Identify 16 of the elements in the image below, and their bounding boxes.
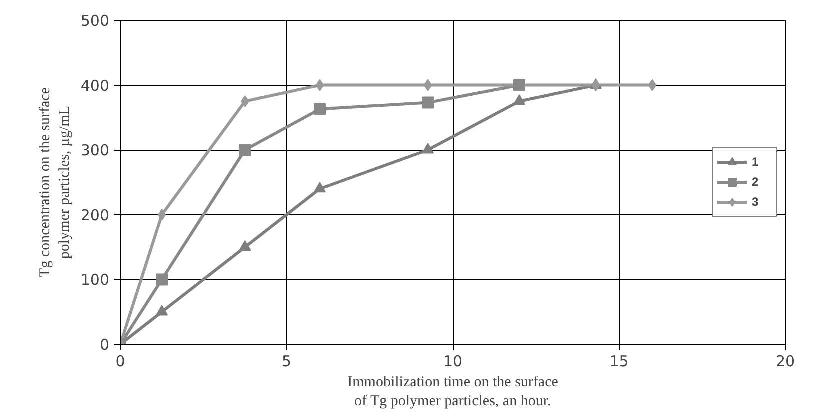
y-axis-title: Tg concentration on the surface polymer particles, µg/mL <box>38 87 73 278</box>
y-tick-label: 400 <box>80 76 110 95</box>
y-tick-label: 100 <box>80 271 110 290</box>
x-axis-title: Immobilization time on the surface of Tg polymer particles, an hour. <box>348 374 559 410</box>
x-tick-label: 5 <box>282 352 292 370</box>
x-tick-label: 20 <box>776 352 796 370</box>
x-tick-label: 15 <box>610 352 629 370</box>
x-tick-label: 0 <box>116 352 126 370</box>
x-tick-label: 10 <box>443 352 463 370</box>
y-tick-label: 0 <box>100 336 110 354</box>
y-tick-label: 500 <box>80 12 110 30</box>
legend-label: 1 <box>752 155 760 169</box>
y-tick-label: 200 <box>80 206 110 224</box>
legend-label: 3 <box>752 195 760 209</box>
y-tick-label: 300 <box>80 142 110 160</box>
legend-label: 2 <box>752 175 760 189</box>
